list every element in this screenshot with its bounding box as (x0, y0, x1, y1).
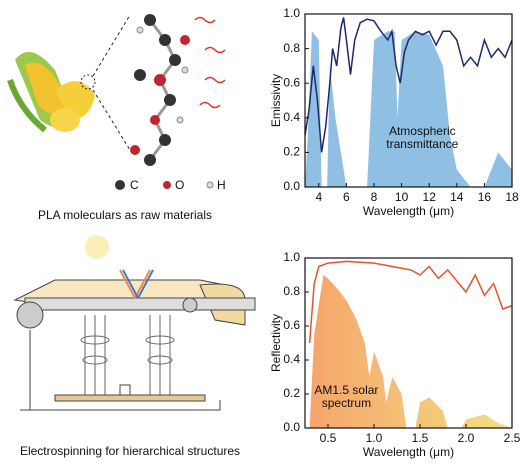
x-tick-label: 18 (505, 190, 519, 204)
y-axis-label: Emissivity (269, 74, 283, 127)
y-tick-label: 0.6 (283, 75, 300, 89)
area (309, 275, 512, 428)
y-tick-label: 0.4 (283, 110, 300, 124)
annotation: AM1.5 solar (314, 383, 378, 397)
molecule-illustration: C O H (115, 14, 226, 192)
x-tick-label: 12 (423, 190, 437, 204)
annotation: transmittance (386, 137, 458, 151)
legend-label: C (130, 178, 139, 192)
x-tick-label: 6 (343, 190, 350, 204)
y-tick-label: 0.2 (283, 145, 300, 159)
y-tick-label: 0.4 (283, 352, 300, 366)
caption: PLA moleculars as raw materials (38, 208, 212, 222)
x-tick-label: 1.5 (412, 431, 429, 445)
annotation: Atmospheric (389, 124, 456, 138)
x-tick-label: 0.5 (320, 431, 337, 445)
line (304, 17, 513, 153)
x-tick-label: 10 (395, 190, 409, 204)
caption: Electrospinning for hierarchical structu… (20, 444, 240, 458)
x-tick-label: 2.5 (504, 431, 520, 445)
plot-frame (304, 13, 513, 188)
x-tick-label: 14 (450, 190, 464, 204)
x-tick-label: 2.0 (458, 431, 475, 445)
y-tick-label: 0.0 (283, 179, 300, 193)
x-tick-label: 16 (478, 190, 492, 204)
y-tick-label: 1.0 (283, 6, 300, 20)
y-tick-label: 0.8 (283, 41, 300, 55)
area (305, 31, 512, 187)
x-tick-label: 1.0 (366, 431, 383, 445)
y-tick-label: 1.0 (283, 250, 300, 264)
x-axis-label: Wavelength (μm) (363, 204, 454, 218)
line (308, 260, 513, 344)
legend-label: O (175, 178, 184, 192)
x-axis-label: Wavelength (μm) (363, 445, 454, 459)
y-tick-label: 0.2 (283, 386, 300, 400)
legend-label: H (217, 178, 226, 192)
corn-illustration (7, 14, 131, 151)
y-tick-label: 0.8 (283, 284, 300, 298)
annotation: spectrum (322, 396, 371, 410)
electrospinning-illustration (13, 235, 256, 411)
y-tick-label: 0.0 (283, 420, 300, 434)
x-tick-label: 4 (315, 190, 322, 204)
y-axis-label: Reflectivity (269, 314, 283, 372)
plot-frame (304, 257, 513, 429)
x-tick-label: 8 (371, 190, 378, 204)
y-tick-label: 0.6 (283, 318, 300, 332)
